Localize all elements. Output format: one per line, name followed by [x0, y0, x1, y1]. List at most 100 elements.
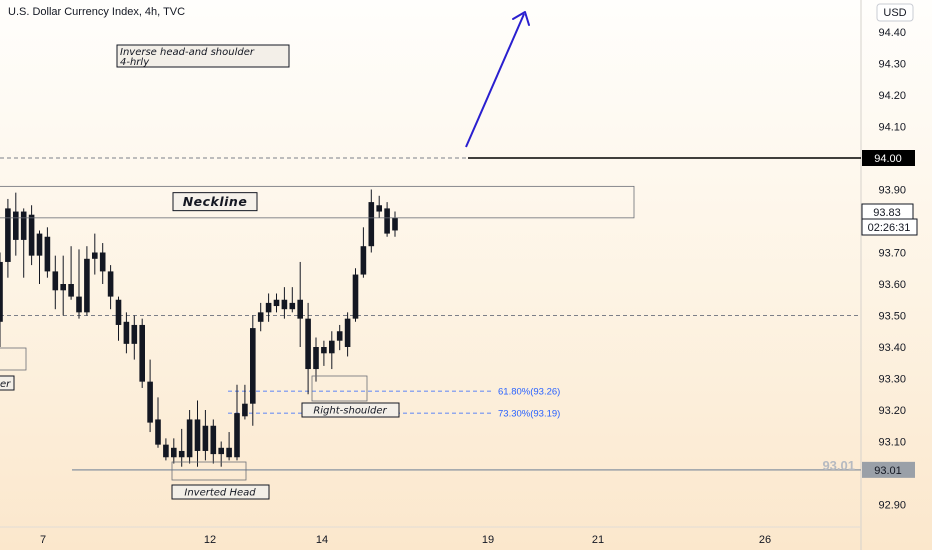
- time-tick-label: 19: [482, 534, 494, 546]
- candle[interactable]: [281, 287, 288, 319]
- price-tick-label: 92.90: [878, 500, 906, 512]
- candle[interactable]: [147, 359, 153, 433]
- candle[interactable]: [352, 268, 359, 322]
- left-shoulder-box: [0, 347, 27, 371]
- support-price-text: 93.01: [874, 465, 902, 477]
- target-price-badge: [862, 150, 915, 166]
- candle[interactable]: [313, 337, 319, 382]
- price-tick-label: 94.30: [878, 59, 906, 71]
- candle[interactable]: [99, 243, 106, 284]
- left-shoulder-label: er: [0, 379, 11, 390]
- candle-body: [360, 246, 367, 275]
- candle[interactable]: [84, 246, 90, 316]
- inverted-head-label: Inverted Head: [184, 488, 256, 499]
- neckline-label-box: [172, 192, 258, 212]
- candle[interactable]: [297, 261, 303, 347]
- candle[interactable]: [76, 249, 82, 319]
- candle-body: [92, 252, 98, 259]
- candle-body: [20, 211, 27, 240]
- candle-body: [336, 331, 343, 341]
- candle[interactable]: [178, 428, 185, 467]
- price-tick-label: 93.90: [878, 185, 906, 197]
- candle[interactable]: [20, 208, 27, 278]
- candle[interactable]: [218, 441, 224, 467]
- candle[interactable]: [226, 432, 232, 461]
- candle-body: [76, 296, 82, 313]
- candle[interactable]: [265, 293, 272, 322]
- candle[interactable]: [384, 202, 390, 237]
- candle-body: [210, 425, 217, 455]
- candle-body: [329, 340, 335, 354]
- candle-body: [163, 444, 169, 458]
- candle[interactable]: [28, 205, 35, 266]
- candle[interactable]: [115, 296, 122, 341]
- time-tick-label: 14: [316, 534, 328, 546]
- candle[interactable]: [289, 287, 296, 313]
- candle-body: [384, 208, 390, 234]
- candle[interactable]: [242, 384, 248, 420]
- candle[interactable]: [171, 438, 177, 464]
- time-tick-label: 21: [592, 534, 604, 546]
- candle[interactable]: [186, 410, 193, 464]
- candle[interactable]: [5, 198, 11, 278]
- candle-body: [250, 328, 256, 404]
- candle-body: [368, 202, 375, 247]
- candle[interactable]: [234, 384, 240, 461]
- candle[interactable]: [336, 324, 343, 351]
- candle[interactable]: [273, 293, 280, 313]
- candle[interactable]: [321, 340, 327, 366]
- candle[interactable]: [44, 227, 51, 278]
- neckline-label: Neckline: [183, 194, 248, 209]
- candle[interactable]: [194, 400, 201, 467]
- currency-button[interactable]: USD: [876, 3, 914, 22]
- candle[interactable]: [13, 192, 19, 256]
- candle-body: [28, 214, 35, 256]
- candle[interactable]: [131, 315, 138, 360]
- pattern-title-line1: Inverse head-and shoulder: [120, 47, 255, 58]
- candle-body: [281, 299, 288, 310]
- candle-body: [202, 425, 209, 451]
- price-tick-label: 94.40: [878, 27, 906, 39]
- candle-body: [123, 321, 130, 344]
- candle-body: [139, 324, 145, 382]
- candle[interactable]: [210, 419, 217, 464]
- candle[interactable]: [250, 315, 256, 426]
- inverted-head-box: [171, 461, 247, 481]
- support-price-badge: [862, 461, 915, 478]
- candle[interactable]: [60, 255, 66, 316]
- candle[interactable]: [376, 195, 382, 218]
- time-tick-label: 12: [204, 534, 216, 546]
- candle[interactable]: [163, 438, 169, 461]
- fib-label: 61.80%(93.26): [498, 387, 560, 398]
- candle[interactable]: [360, 227, 367, 278]
- pattern-title-line2: 4-hrly: [120, 57, 150, 68]
- price-tick-label: 94.20: [878, 90, 906, 102]
- price-tick-label: 93.10: [878, 437, 906, 449]
- candle[interactable]: [123, 312, 130, 354]
- candle-body: [194, 419, 201, 451]
- price-tick-label: 94.10: [878, 122, 906, 134]
- candle[interactable]: [92, 233, 98, 275]
- chart-title: U.S. Dollar Currency Index, 4h, TVC: [8, 6, 185, 18]
- candle[interactable]: [36, 230, 43, 284]
- candle[interactable]: [68, 246, 74, 300]
- last-price-text: 93.83: [873, 207, 901, 219]
- candle-body: [226, 447, 232, 458]
- candle[interactable]: [139, 318, 145, 388]
- candle[interactable]: [52, 255, 59, 310]
- countdown-badge: [861, 218, 918, 236]
- candle[interactable]: [107, 265, 114, 310]
- candle-body: [218, 447, 224, 455]
- candle[interactable]: [344, 312, 351, 357]
- candle[interactable]: [368, 189, 375, 253]
- candle[interactable]: [392, 211, 398, 237]
- candle[interactable]: [257, 302, 264, 332]
- candle[interactable]: [202, 410, 209, 461]
- candle-body: [344, 318, 351, 347]
- candle[interactable]: [0, 252, 3, 348]
- candle[interactable]: [329, 331, 335, 370]
- candle[interactable]: [155, 397, 161, 448]
- candle-body: [44, 236, 51, 272]
- candle[interactable]: [305, 302, 311, 395]
